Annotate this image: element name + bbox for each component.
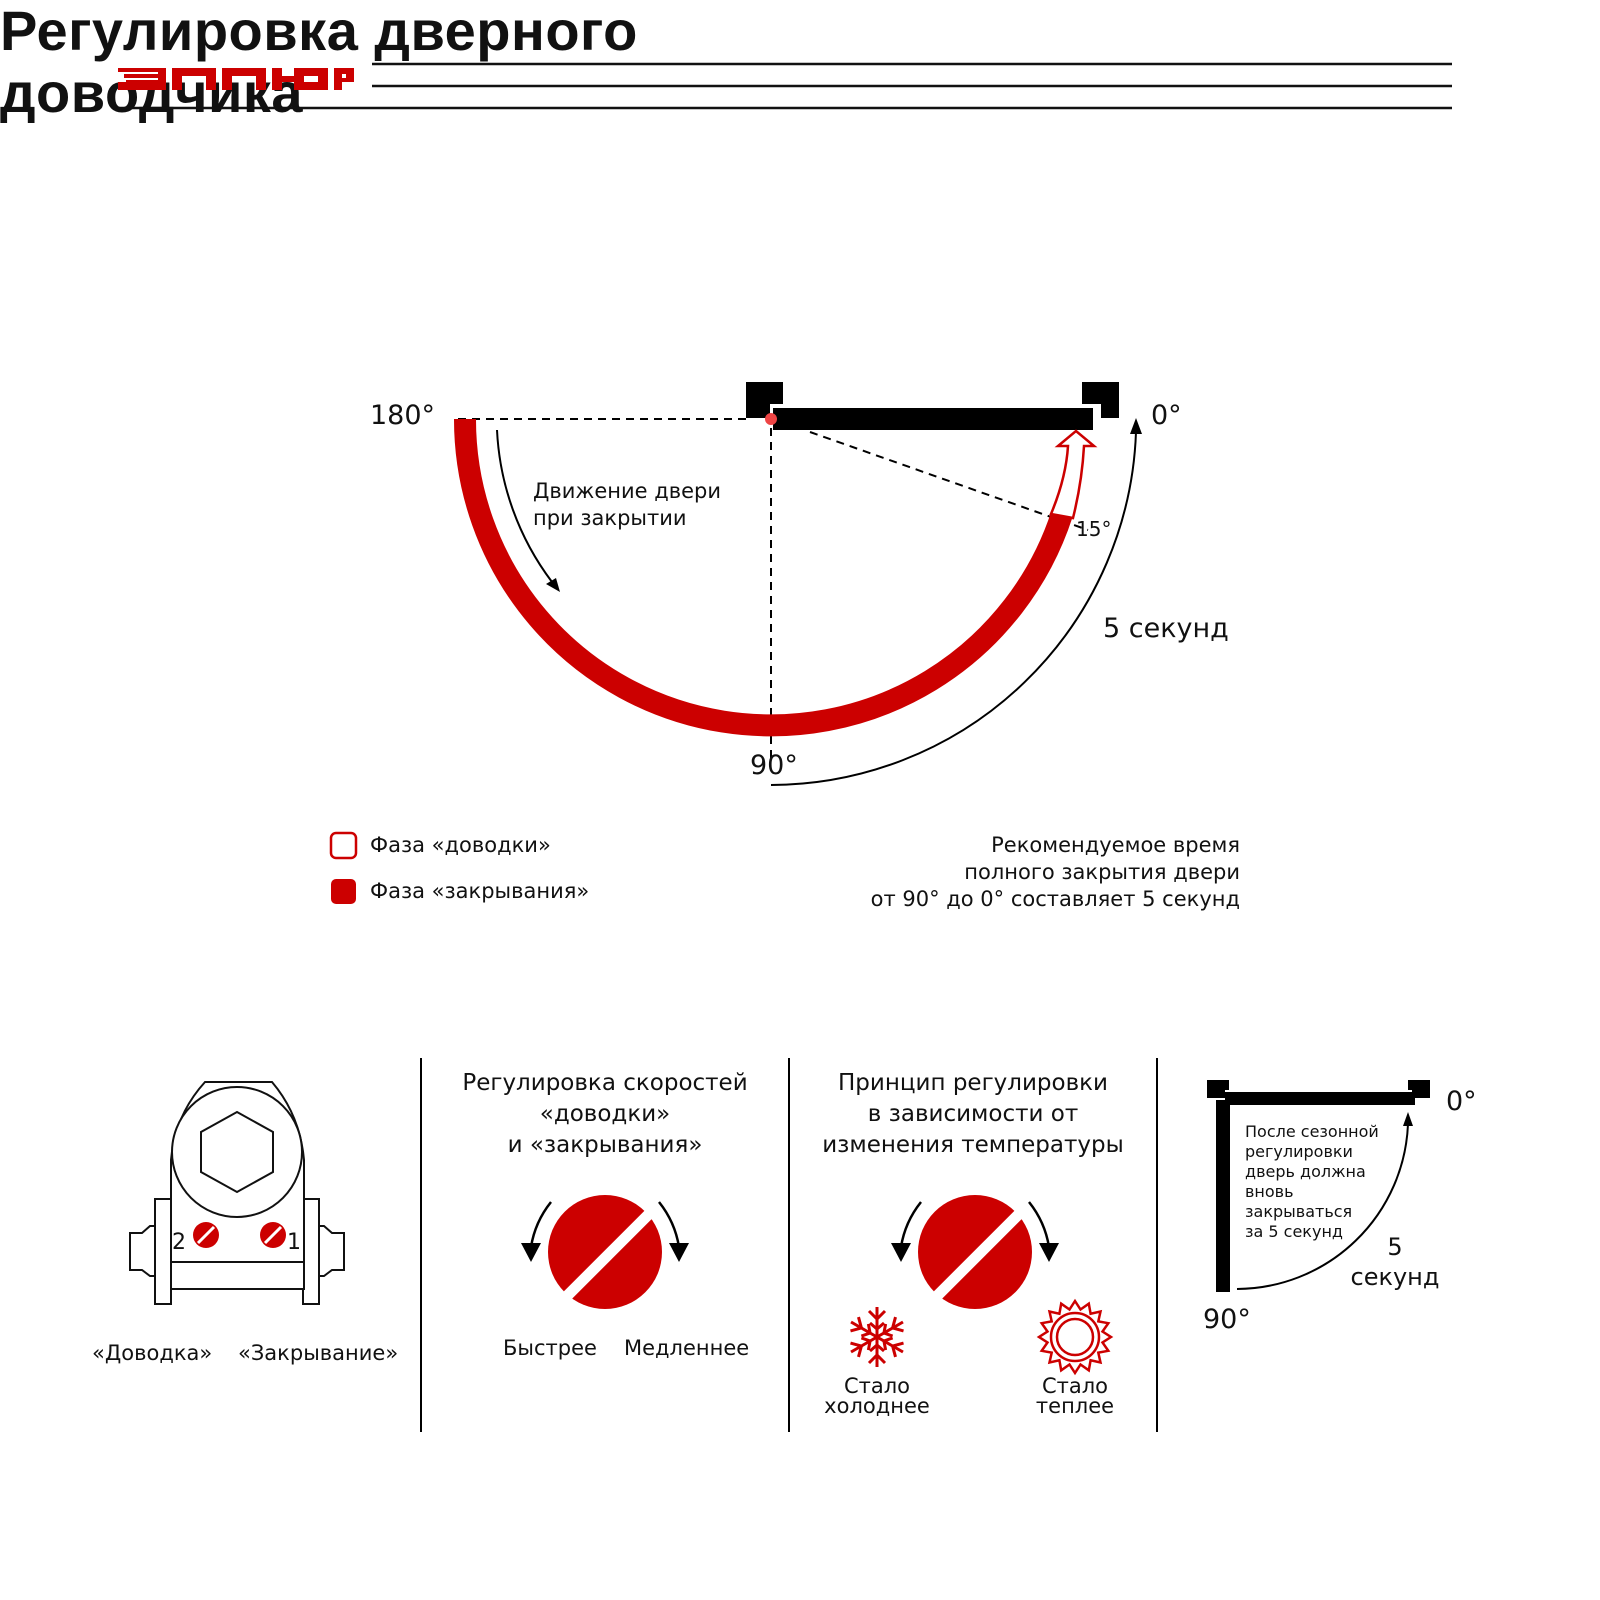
screw-1 <box>260 1222 286 1248</box>
snowflake-icon <box>845 1307 909 1369</box>
legend-filled-marker <box>331 879 356 904</box>
angle-0-label: 0° <box>1151 400 1182 431</box>
temperature-dial <box>891 1195 1059 1309</box>
closer-label-closing: «Закрывание» <box>238 1341 399 1365</box>
time-arc <box>770 431 1137 786</box>
motion-arrow <box>496 429 553 583</box>
legend-outline-marker <box>329 831 358 860</box>
seasonal-time-arc <box>1236 1123 1409 1290</box>
angle-90-label: 90° <box>750 750 798 781</box>
sun-icon <box>1036 1298 1114 1376</box>
door-leaf <box>773 408 1093 430</box>
seasonal-arrowhead <box>1403 1112 1413 1126</box>
panel-dividers <box>420 1058 1158 1432</box>
guide-lines <box>458 418 1089 760</box>
frame-left <box>746 382 783 418</box>
angle-180-label: 180° <box>370 400 436 431</box>
speed-slower-label: Медленнее <box>624 1336 750 1360</box>
legend-closing: Фаза «закрывания» <box>370 879 590 903</box>
colder-label: Стало холоднее <box>824 1374 930 1418</box>
frame-right <box>1082 382 1119 418</box>
latching-phase-arrow <box>1049 429 1098 520</box>
seasonal-note: После сезонной регулировки дверь должна … <box>1245 1122 1379 1241</box>
motion-arrowhead <box>546 578 560 592</box>
time-arrowhead <box>1130 418 1142 434</box>
motion-label: Движение двери при закрытии <box>533 479 722 530</box>
time-label: 5 секунд <box>1103 613 1229 644</box>
screw-1-label: 1 <box>287 1230 301 1255</box>
warmer-label: Стало теплее <box>1035 1374 1115 1418</box>
speed-dial <box>521 1195 689 1309</box>
screw-2-label: 2 <box>172 1230 186 1255</box>
door-closer-body <box>129 1081 345 1305</box>
angle-15-label: 15° <box>1076 517 1112 541</box>
speed-panel-title: Регулировка скоростей «доводки» и «закры… <box>462 1070 748 1158</box>
closer-label-latching: «Доводка» <box>92 1341 213 1365</box>
recommendation-text: Рекомендуемое время полного закрытия две… <box>870 833 1240 911</box>
closing-phase-arc <box>454 418 1073 737</box>
temperature-panel-title: Принцип регулировки в зависимости от изм… <box>822 1070 1124 1158</box>
seasonal-time: 5 секунд <box>1350 1233 1440 1291</box>
screw-2 <box>193 1222 219 1248</box>
speed-faster-label: Быстрее <box>503 1336 597 1360</box>
seasonal-angle-0: 0° <box>1446 1086 1477 1117</box>
brand-logo <box>118 68 354 90</box>
seasonal-door <box>1207 1080 1430 1292</box>
header-rules <box>118 62 1452 110</box>
legend-latching: Фаза «доводки» <box>370 833 551 857</box>
hinge-pivot <box>765 413 777 425</box>
seasonal-angle-90: 90° <box>1203 1304 1251 1335</box>
